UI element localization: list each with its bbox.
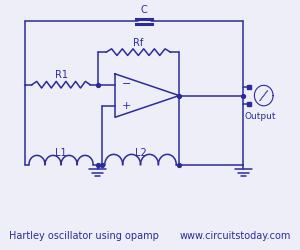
Text: L2: L2 bbox=[135, 148, 146, 158]
Text: L1: L1 bbox=[55, 148, 67, 158]
Text: R1: R1 bbox=[55, 70, 68, 80]
Text: −: − bbox=[122, 79, 131, 89]
Text: Rf: Rf bbox=[133, 38, 143, 47]
Text: +: + bbox=[122, 101, 131, 111]
Text: Hartley oscillator using opamp: Hartley oscillator using opamp bbox=[9, 230, 159, 240]
Text: Output: Output bbox=[245, 112, 276, 121]
Text: www.circuitstoday.com: www.circuitstoday.com bbox=[180, 230, 291, 240]
Text: C: C bbox=[141, 5, 148, 15]
